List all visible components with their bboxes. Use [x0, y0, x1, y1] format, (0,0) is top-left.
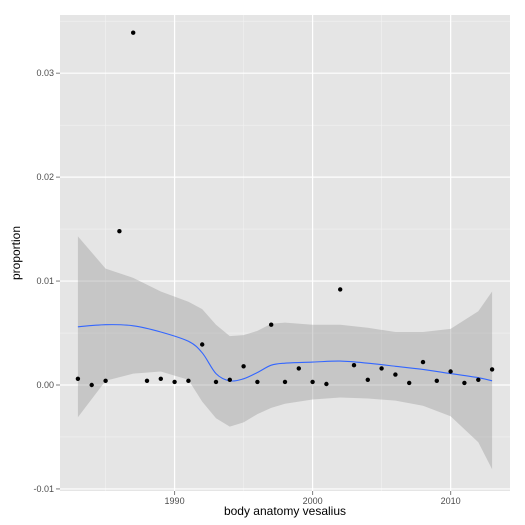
y-axis-title: proportion: [9, 226, 23, 280]
y-tick-label: 0.00: [36, 380, 54, 390]
data-point-2011: [462, 380, 467, 386]
data-point-2003: [351, 363, 357, 368]
data-point-1993: [213, 379, 219, 385]
y-tick-labels: -0.01 0.00 0.01 0.02 0.03: [33, 68, 54, 494]
data-point-1994: [227, 377, 232, 382]
x-tick-label: 2000: [303, 496, 323, 506]
data-point-1991: [186, 378, 191, 383]
data-point-1988: [144, 378, 150, 383]
y-tick-label: 0.02: [36, 172, 54, 182]
major-grid: [60, 15, 510, 491]
data-point-1983: [75, 376, 81, 381]
data-point-2008: [420, 359, 426, 365]
x-tick-labels: 1990 2000 2010: [165, 496, 461, 506]
data-point-2012: [476, 377, 481, 382]
data-point-1984: [89, 382, 94, 388]
data-point-2007: [407, 380, 412, 386]
y-tick-label: 0.01: [36, 276, 54, 286]
data-point-1992: [200, 342, 205, 347]
x-axis-title: body anatomy vesalius: [224, 504, 346, 518]
data-point-2009: [434, 378, 439, 383]
data-point-2001: [324, 381, 329, 387]
data-point-1999: [296, 366, 301, 371]
data-point-2002: [338, 287, 343, 292]
data-point-2013: [489, 367, 495, 372]
data-point-1987: [131, 30, 136, 35]
axis-ticks: [56, 72, 452, 495]
y-tick-label: -0.01: [33, 484, 54, 494]
smooth-line: [77, 324, 493, 382]
x-tick-label: 1990: [165, 496, 185, 506]
data-point-2005: [379, 366, 384, 371]
data-point-2006: [393, 372, 398, 377]
data-point-1998: [282, 379, 288, 385]
data-point-1989: [158, 376, 163, 381]
data-point-2010: [448, 369, 453, 374]
confidence-band: [77, 236, 493, 470]
data-point-1990: [172, 379, 177, 385]
y-tick-label: 0.03: [36, 68, 54, 78]
data-point-1996: [255, 379, 260, 385]
data-points: [75, 30, 495, 388]
data-point-2004: [365, 377, 370, 382]
minor-grid: [60, 15, 510, 491]
data-point-2000: [310, 379, 315, 385]
data-point-1985: [103, 378, 108, 383]
plot-panel: [60, 15, 510, 491]
data-point-1995: [241, 364, 246, 369]
data-point-1997: [269, 322, 274, 327]
x-tick-label: 2010: [441, 496, 461, 506]
data-point-1986: [117, 229, 122, 234]
